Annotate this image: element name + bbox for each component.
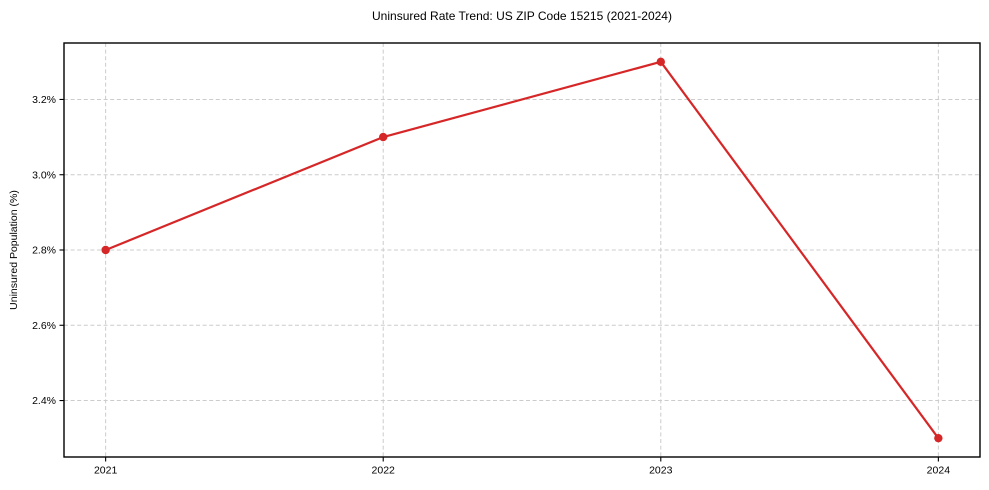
y-tick-label: 3.2% bbox=[32, 94, 56, 106]
x-tick-label: 2022 bbox=[372, 465, 396, 477]
data-point-marker bbox=[379, 132, 388, 142]
y-tick-label: 2.8% bbox=[32, 245, 56, 257]
y-tick-label: 3.0% bbox=[32, 169, 56, 181]
trend-line bbox=[104, 60, 940, 440]
data-point-marker bbox=[656, 57, 665, 67]
data-point-marker bbox=[934, 433, 943, 443]
x-tick-label: 2024 bbox=[927, 465, 951, 477]
y-tick-label: 2.6% bbox=[32, 320, 56, 332]
x-tick-label: 2021 bbox=[94, 465, 118, 477]
y-tick-label: 2.4% bbox=[32, 395, 56, 407]
y-axis-label: Uninsured Population (%) bbox=[8, 190, 20, 310]
x-tick-label: 2023 bbox=[649, 465, 673, 477]
chart-title: Uninsured Rate Trend: US ZIP Code 15215 … bbox=[372, 9, 672, 23]
data-point-marker bbox=[101, 245, 110, 255]
